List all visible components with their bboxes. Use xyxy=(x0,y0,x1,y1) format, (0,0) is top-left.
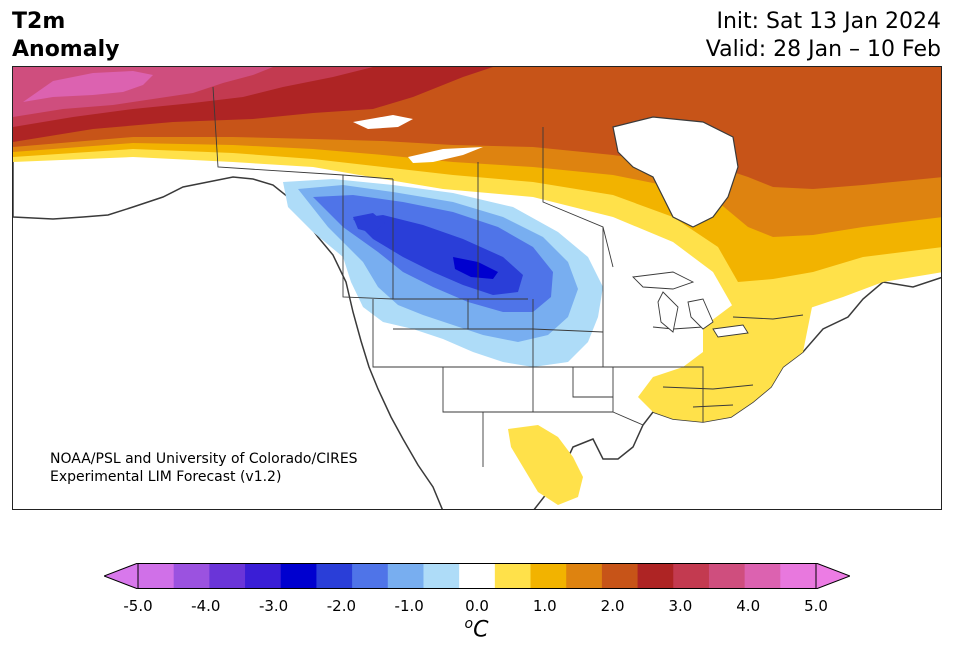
map-canvas xyxy=(13,67,941,509)
colorbar-segment xyxy=(673,563,710,589)
colorbar-tick-label: -3.0 xyxy=(258,597,289,615)
colorbar-segment xyxy=(352,563,389,589)
credit-line-2: Experimental LIM Forecast (v1.2) xyxy=(50,469,282,485)
colorbar-segment xyxy=(138,563,175,589)
colorbar-tick-label: 4.0 xyxy=(736,597,761,615)
unit-symbol: C xyxy=(473,617,489,643)
anomaly-map: NOAA/PSL and University of Colorado/CIRE… xyxy=(12,66,942,510)
colorbar-segment xyxy=(494,563,532,589)
colorbar-under-arrow xyxy=(104,563,139,589)
forecast-dates: Init: Sat 13 Jan 2024 Valid: 28 Jan – 10… xyxy=(706,8,941,64)
unit-superscript: o xyxy=(464,616,474,632)
credit-text: NOAA/PSL and University of Colorado/CIRE… xyxy=(50,450,358,486)
colorbar-segment xyxy=(637,563,674,589)
colorbar-segment xyxy=(780,563,817,589)
colorbar-tick-label: -4.0 xyxy=(191,597,221,615)
credit-line-1: NOAA/PSL and University of Colorado/CIRE… xyxy=(50,451,358,467)
arctic-water-1 xyxy=(353,115,413,129)
colorbar-tick-label: -1.0 xyxy=(394,597,424,615)
political-borders xyxy=(212,86,804,467)
colorbar-segment xyxy=(245,563,282,589)
colorbar-tick-label: 0.0 xyxy=(465,597,489,615)
title-line-2: Anomaly xyxy=(12,37,120,62)
colorbar-border xyxy=(137,563,817,589)
great-lakes xyxy=(632,271,749,338)
title-line-1: T2m xyxy=(12,9,66,34)
map-title: T2m Anomaly xyxy=(12,8,119,64)
colorbar-tick-label: 1.0 xyxy=(532,597,557,615)
warm-mexico xyxy=(508,425,583,505)
colorbar-segment xyxy=(423,563,460,589)
colorbar-unit: oC xyxy=(0,616,953,642)
colorbar-tick-label: 5.0 xyxy=(804,597,828,615)
colorbar-segment xyxy=(316,563,353,589)
arctic-water-2 xyxy=(408,147,483,163)
cold-band-5 xyxy=(453,257,498,279)
colorbar-tick-label: 3.0 xyxy=(668,597,693,615)
colorbar-tick-label: 2.0 xyxy=(600,597,625,615)
colorbar-segment xyxy=(209,563,246,589)
colorbar-segment xyxy=(387,563,424,589)
valid-range: Valid: 28 Jan – 10 Feb xyxy=(705,37,941,62)
init-date: Init: Sat 13 Jan 2024 xyxy=(716,9,941,34)
colorbar-segment xyxy=(708,563,746,589)
hudson-bay xyxy=(612,116,739,228)
colorbar xyxy=(104,563,850,589)
colorbar-tick-label: -2.0 xyxy=(326,597,357,615)
colorbar-segment xyxy=(744,563,781,589)
colorbar-segment xyxy=(601,563,639,589)
colorbar-segment xyxy=(459,563,496,589)
colorbar-segment xyxy=(530,563,567,589)
colorbar-tick-label: -5.0 xyxy=(123,597,153,615)
colorbar-segment xyxy=(566,563,603,589)
colorbar-segment xyxy=(280,563,317,589)
colorbar-segment xyxy=(173,563,210,589)
warm-band-8 xyxy=(23,71,153,102)
colorbar-ticks: -5.0 -4.0 -3.0 -2.0 -1.0 0.0 1.0 2.0 3.0 4.0 5.0 xyxy=(0,597,953,617)
cold-spot xyxy=(353,213,385,233)
colorbar-over-arrow xyxy=(815,563,850,589)
warm-east xyxy=(638,292,813,422)
